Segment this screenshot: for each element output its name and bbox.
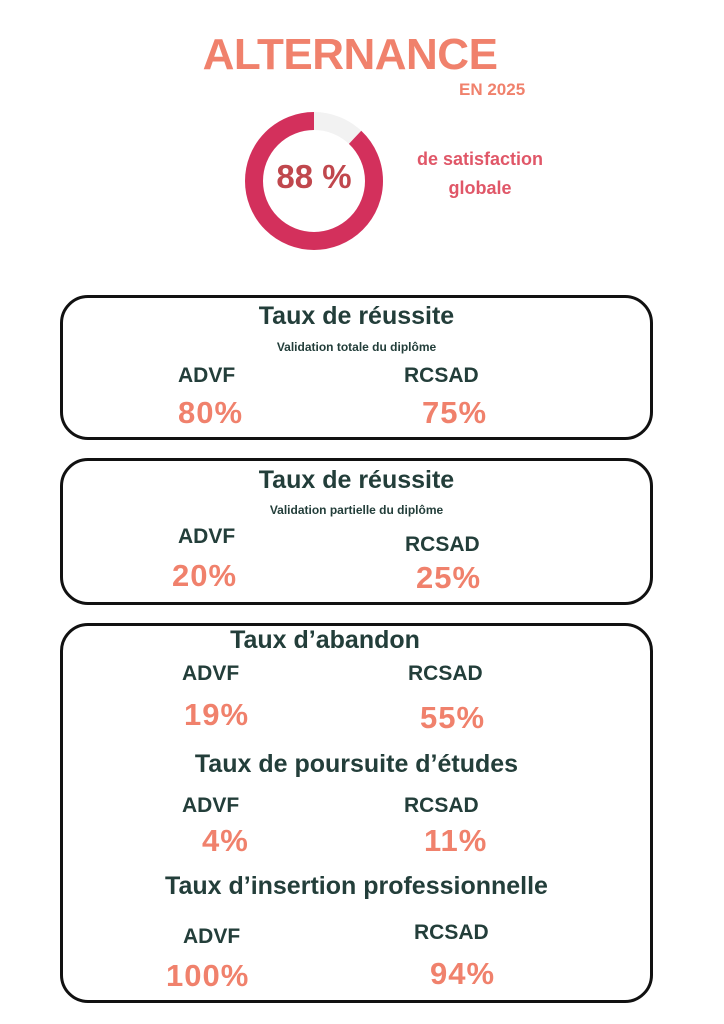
rcsad-label: RCSAD: [404, 794, 479, 817]
advf-value: 20%: [172, 558, 238, 593]
card-caption: Validation partielle du diplôme: [269, 503, 444, 517]
advf-value: 80%: [178, 395, 244, 430]
satisfaction-donut: [245, 112, 383, 250]
satisfaction-label: de satisfaction globale: [400, 145, 560, 203]
advf-label: ADVF: [183, 925, 241, 948]
donut-ring: [245, 112, 383, 250]
insertion-heading: Taux d’insertion professionnelle: [165, 872, 548, 900]
satisfaction-label-line2: globale: [448, 178, 512, 198]
satisfaction-label-line1: de satisfaction: [416, 149, 544, 169]
advf-label: ADVF: [178, 364, 236, 387]
card-reussite-partielle: [60, 458, 653, 605]
rcsad-label: RCSAD: [405, 533, 480, 556]
rcsad-label: RCSAD: [404, 364, 479, 387]
advf-label: ADVF: [178, 525, 236, 548]
card-caption: Validation totale du diplôme: [276, 340, 437, 354]
rcsad-value: 55%: [420, 700, 486, 735]
card-reussite-totale: [60, 295, 653, 440]
rcsad-value: 75%: [422, 395, 488, 430]
rcsad-label: RCSAD: [414, 921, 489, 944]
page-title: ALTERNANCE: [202, 30, 498, 79]
advf-value: 4%: [202, 823, 249, 858]
abandon-heading: Taux d’abandon: [230, 626, 420, 654]
advf-value: 100%: [166, 958, 250, 993]
poursuite-heading: Taux de poursuite d’études: [194, 750, 519, 778]
advf-label: ADVF: [182, 662, 240, 685]
card-heading: Taux de réussite: [258, 302, 455, 330]
advf-label: ADVF: [182, 794, 240, 817]
rcsad-label: RCSAD: [408, 662, 483, 685]
rcsad-value: 25%: [416, 560, 482, 595]
rcsad-value: 11%: [424, 823, 488, 858]
card-heading: Taux de réussite: [258, 466, 455, 494]
year-subtitle: EN 2025: [459, 80, 526, 99]
rcsad-value: 94%: [430, 956, 496, 991]
card-indicateurs: [60, 623, 653, 1003]
satisfaction-value: 88 %: [276, 158, 352, 195]
advf-value: 19%: [184, 697, 250, 732]
